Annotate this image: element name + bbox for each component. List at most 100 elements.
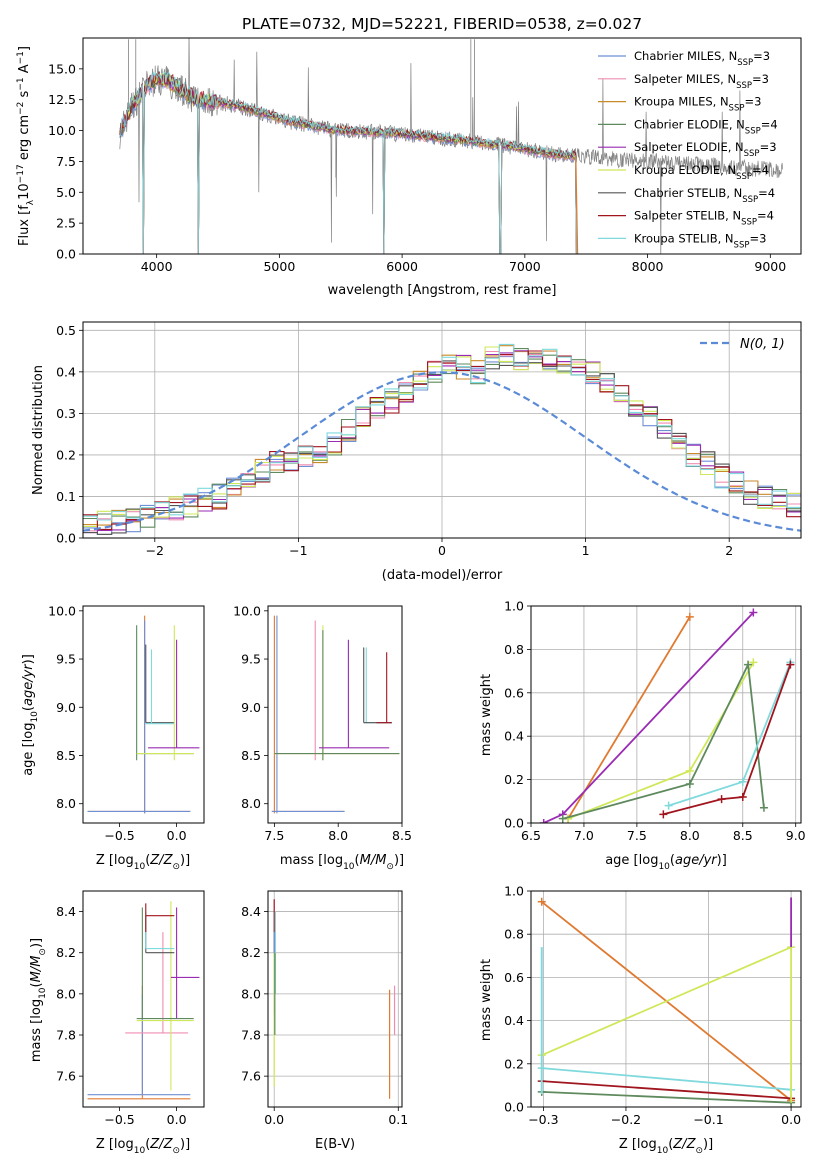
label-part: )]: [21, 654, 36, 664]
y-axis-label: Flux [fλ10−17 erg cm−2 s−1 A−1]: [16, 46, 36, 246]
y-tick-label: 5.0: [56, 185, 76, 200]
label-part: −1: [16, 51, 26, 64]
y-tick-label: 7.5: [56, 154, 76, 169]
weight-point-marker: [749, 658, 758, 667]
weight-point-marker: [759, 803, 768, 812]
legend-label-sub: SSP: [745, 126, 761, 136]
label-part: 10: [658, 862, 670, 872]
axes-frame: [82, 890, 205, 1108]
y-tick-label: 9.5: [56, 652, 76, 667]
weight-point-marker: [659, 810, 668, 819]
label-part: 10: [38, 987, 48, 999]
label-part: Z/Z: [672, 1137, 696, 1152]
legend-label-sub: SSP: [736, 81, 752, 91]
plot-area: [87, 901, 200, 1100]
legend-label-tail: =4: [758, 186, 775, 200]
y-tick-label: 7.8: [56, 1028, 76, 1043]
y-tick-label: 8.4: [241, 904, 261, 919]
label-part: mass weight: [479, 959, 494, 1041]
x-tick-label: 8.0: [328, 828, 348, 843]
y-tick-label: 0.0: [504, 1100, 524, 1115]
model-spectrum-line: [119, 70, 577, 254]
legend-label-tail: =3: [749, 231, 766, 245]
label-part: )]: [703, 1137, 713, 1152]
y-tick-label: 1.0: [504, 884, 524, 899]
y-tick-label: 8.2: [56, 945, 76, 960]
label-part: Z/Z: [149, 1137, 173, 1152]
y-tick-label: 9.5: [241, 652, 261, 667]
weight-point-marker: [664, 801, 673, 810]
weight-point-marker: [717, 795, 726, 804]
legend-label-tail: =3: [753, 49, 770, 63]
y-tick-label: 0.4: [504, 1013, 524, 1028]
label-part: age/yr: [21, 663, 36, 706]
y-axis-label: mass weight: [479, 959, 494, 1041]
weight-series-line: [567, 661, 755, 820]
model-spectrum-line: [119, 71, 577, 254]
x-tick-label: −0.5: [104, 1112, 134, 1127]
model-spectrum-line: [119, 71, 577, 254]
axes-frame: [267, 605, 403, 824]
label-part: ⊙: [172, 862, 180, 872]
axes-z-mass: −0.5 0.07.67.88.08.28.4Z [log10(Z/Z⊙)]mas…: [29, 890, 205, 1156]
label-part: mass weight: [479, 674, 494, 756]
label-part: 10: [343, 862, 355, 872]
label-part: (: [145, 853, 150, 868]
legend-label-tail: =4: [752, 163, 769, 177]
weight-series-line: [541, 1067, 792, 1091]
weight-series-line: [663, 664, 792, 816]
plot-area: [83, 322, 801, 538]
label-part: )]: [394, 853, 404, 868]
y-tick-label: 7.6: [241, 1069, 261, 1084]
label-part: Z [log: [619, 1137, 657, 1152]
x-tick-label: 4000: [141, 259, 173, 274]
plot-area: [531, 891, 801, 1107]
legend-label-base: Salpeter STELIB, N: [634, 209, 741, 223]
weight-series-line: [541, 1080, 792, 1100]
legend-label-sub: SSP: [744, 149, 760, 159]
x-tick-label: 9.0: [786, 828, 806, 843]
axes-frame: [82, 37, 802, 255]
label-part: M/M: [29, 956, 44, 983]
x-tick-label: 6.5: [521, 828, 541, 843]
y-axis-label: age [log10(age/yr)]: [21, 654, 40, 776]
x-tick-label: −0.1: [693, 1112, 723, 1127]
label-part: 10: [17, 183, 32, 200]
y-tick-label: 0.2: [504, 772, 524, 787]
legend-label: Chabrier ELODIE, NSSP=4: [634, 117, 778, 136]
axes-frame: [82, 321, 802, 539]
legend-label-tail: =3: [752, 72, 769, 86]
x-axis-label: wavelength [Angstrom, rest frame]: [328, 283, 557, 298]
legend-label: Chabrier STELIB, NSSP=4: [634, 186, 775, 205]
y-tick-label: 0.5: [56, 323, 76, 338]
x-tick-label: 8.5: [733, 828, 753, 843]
figure-title: PLATE=0732, MJD=52221, FIBERID=0538, z=0…: [242, 15, 642, 33]
x-tick-label: −0.5: [104, 828, 134, 843]
legend-label-sub: SSP: [736, 172, 752, 182]
x-tick-label: 0: [438, 543, 446, 558]
legend-label: Salpeter STELIB, NSSP=4: [634, 209, 774, 228]
legend-label-sub: SSP: [737, 58, 753, 68]
label-part: 10: [30, 711, 40, 723]
weight-series-line: [562, 661, 765, 820]
legend-label: Salpeter ELODIE, NSSP=3: [634, 140, 777, 159]
weight-point-marker: [685, 766, 694, 775]
axes-frame: [267, 890, 403, 1108]
x-tick-label: −0.3: [528, 1112, 558, 1127]
y-tick-label: 0.4: [56, 364, 76, 379]
label-part: ⊙: [695, 1146, 703, 1156]
label-part: Z [log: [96, 853, 134, 868]
y-tick-label: 12.5: [48, 92, 76, 107]
model-edge: [575, 155, 579, 254]
weight-series-line: [541, 946, 792, 1057]
y-tick-label: 10.0: [48, 123, 76, 138]
label-part: (data-model)/error: [382, 568, 503, 583]
y-tick-label: 9.0: [241, 700, 261, 715]
x-axis-label: Z [log10(Z/Z⊙)]: [619, 1137, 713, 1156]
weight-point-marker: [744, 660, 753, 669]
legend-label: Chabrier MILES, NSSP=3: [634, 49, 770, 68]
weight-point-marker: [749, 608, 758, 617]
legend-label: Kroupa ELODIE, NSSP=4: [634, 163, 769, 182]
label-part: )]: [180, 853, 190, 868]
